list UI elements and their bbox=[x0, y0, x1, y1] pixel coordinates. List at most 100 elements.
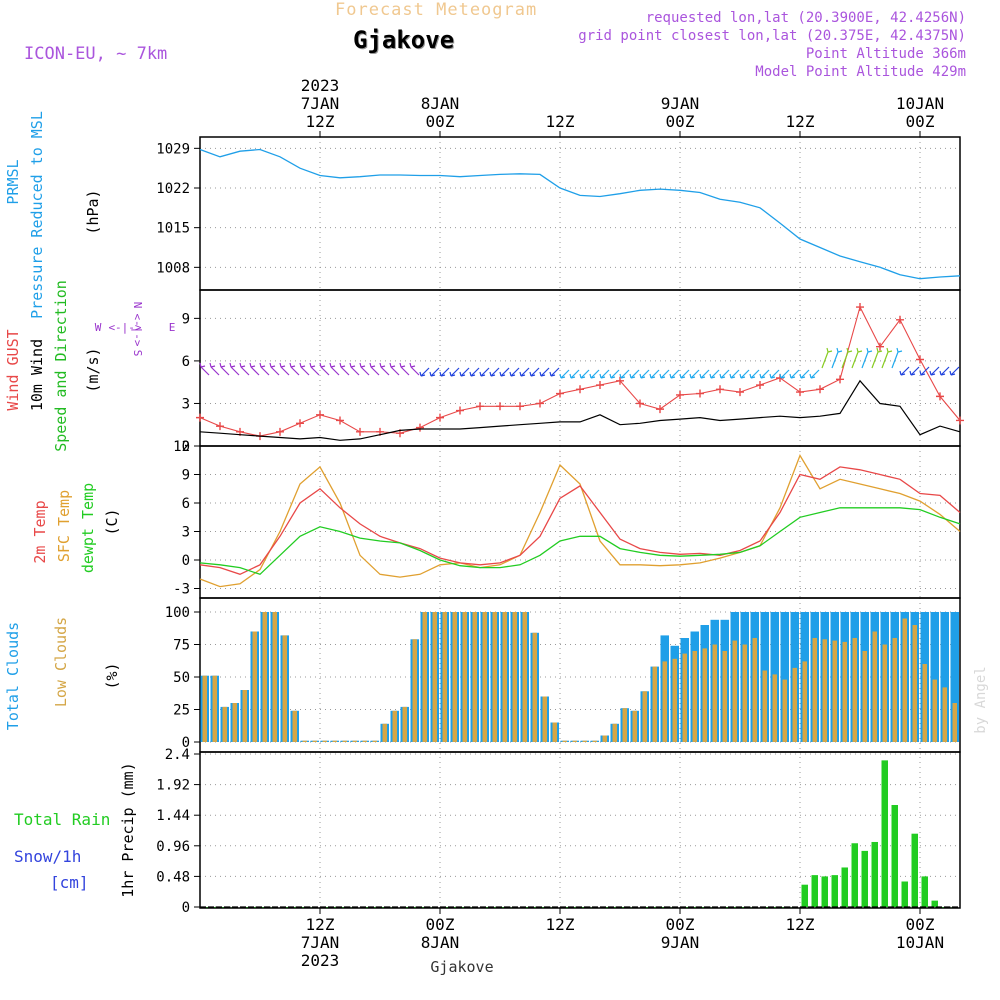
wind-direction-arrow bbox=[279, 362, 290, 376]
top-day-label: 10JAN bbox=[896, 94, 944, 113]
low-cloud-bar bbox=[462, 612, 467, 742]
pressure-line bbox=[199, 148, 961, 280]
wind-direction-arrow bbox=[529, 367, 540, 377]
precip-unit: 1hr Precip (mm) bbox=[119, 762, 137, 897]
wind-direction-arrow bbox=[789, 369, 800, 379]
gust-marker bbox=[756, 381, 764, 390]
gust-marker bbox=[456, 406, 464, 415]
location-title: Gjakove bbox=[353, 26, 455, 54]
low-cloud-bar bbox=[332, 740, 337, 742]
low-cloud-bar bbox=[242, 690, 247, 742]
point-altitude: Point Altitude 366m bbox=[805, 46, 966, 62]
compass-west: W bbox=[95, 321, 102, 334]
temp-tick-label: 0 bbox=[182, 553, 190, 569]
gust-marker bbox=[436, 413, 444, 422]
clouds-tick-label: 100 bbox=[165, 605, 190, 621]
bottom-hour-label: 00Z bbox=[906, 915, 935, 934]
wind-direction-arrow bbox=[559, 369, 570, 379]
gust-marker bbox=[636, 399, 644, 408]
rain-bar bbox=[911, 833, 918, 907]
wind-direction-arrow bbox=[299, 362, 310, 376]
low-cloud-bar bbox=[502, 612, 507, 742]
low-cloud-bar bbox=[782, 679, 787, 742]
wind-direction-arrow bbox=[349, 362, 360, 376]
low-cloud-bar bbox=[452, 612, 457, 742]
top-day-label: 7JAN bbox=[301, 94, 340, 113]
low-cloud-bar bbox=[892, 638, 897, 742]
wind-direction-arrow bbox=[479, 367, 490, 377]
top-hour-label: 00Z bbox=[666, 112, 695, 131]
chart-title: Forecast Meteogram bbox=[335, 0, 538, 20]
wind-tick-label: 9 bbox=[182, 311, 190, 327]
wind-direction-arrow bbox=[459, 367, 470, 377]
wind-direction-arrow bbox=[861, 347, 873, 369]
rain-bar bbox=[871, 841, 878, 907]
wind-label: 10m Wind bbox=[28, 339, 46, 411]
wind-direction-arrow bbox=[689, 369, 700, 379]
pressure-tick-label: 1008 bbox=[156, 260, 190, 276]
wind-direction-arrow bbox=[679, 369, 690, 379]
temp2m-line bbox=[199, 466, 961, 575]
wind-direction-arrow bbox=[269, 362, 280, 376]
wind-direction-arrow bbox=[579, 369, 590, 379]
gust-marker bbox=[836, 375, 844, 384]
model-label: ICON-EU, ~ 7km bbox=[24, 44, 168, 64]
wind-direction-arrow bbox=[871, 347, 883, 369]
wind-direction-arrow bbox=[239, 362, 250, 376]
low-cloud-bar bbox=[632, 710, 637, 742]
wind-direction-arrow bbox=[539, 367, 550, 377]
top-hour-label: 00Z bbox=[906, 112, 935, 131]
low-cloud-bar bbox=[562, 740, 567, 742]
low-cloud-bar bbox=[882, 644, 887, 742]
low-cloud-bar bbox=[442, 612, 447, 742]
wind-direction-arrow bbox=[339, 362, 350, 376]
gust-marker bbox=[616, 376, 624, 385]
wind-direction-arrow bbox=[649, 369, 660, 379]
total-cloud-bar bbox=[940, 612, 949, 742]
rain-bar bbox=[931, 900, 938, 907]
total-cloud-bar bbox=[950, 612, 959, 742]
wind-direction-arrow bbox=[609, 369, 620, 379]
bottom-hour-label: 12Z bbox=[786, 915, 815, 934]
wind-direction-arrow bbox=[769, 369, 780, 379]
grid-point-coords: grid point closest lon,lat (20.375E, 42.… bbox=[578, 28, 966, 44]
rain-bar bbox=[611, 907, 618, 908]
bottom-day-label: 10JAN bbox=[896, 933, 944, 952]
wind-direction-arrow bbox=[929, 366, 940, 376]
rain-bar bbox=[371, 907, 378, 908]
wind-direction-arrow bbox=[909, 366, 920, 376]
rain-label: Total Rain bbox=[14, 810, 110, 829]
low-cloud-bar bbox=[792, 667, 797, 742]
sfc-temp-label: SFC Temp bbox=[55, 490, 73, 562]
precip-tick-label: 1.92 bbox=[156, 778, 190, 794]
wind-line bbox=[199, 379, 961, 441]
wind-direction-arrow bbox=[739, 369, 750, 379]
gust-marker bbox=[356, 427, 364, 436]
gust-marker bbox=[916, 355, 924, 364]
temp-tick-label: 3 bbox=[182, 525, 190, 541]
pressure-label: PRMSL bbox=[4, 159, 22, 204]
wind-direction-arrow bbox=[329, 362, 340, 376]
wind-direction-arrow bbox=[759, 369, 770, 379]
top-day-label: 8JAN bbox=[421, 94, 460, 113]
low-cloud-bar bbox=[422, 612, 427, 742]
low-cloud-bar bbox=[712, 644, 717, 742]
wind-direction-arrow bbox=[709, 369, 720, 379]
low-cloud-bar bbox=[582, 740, 587, 742]
precip-tick-label: 1.44 bbox=[156, 808, 190, 824]
bottom-hour-label: 12Z bbox=[306, 915, 335, 934]
low-cloud-bar bbox=[412, 639, 417, 742]
pressure-tick-label: 1015 bbox=[156, 221, 190, 237]
gust-marker bbox=[816, 385, 824, 394]
low-cloud-bar bbox=[822, 639, 827, 742]
gust-marker bbox=[416, 423, 424, 432]
wind-direction-arrow bbox=[589, 369, 600, 379]
low-cloud-bar bbox=[312, 740, 317, 742]
pressure-unit: (hPa) bbox=[84, 189, 102, 234]
low-cloud-bar bbox=[342, 740, 347, 742]
wind-direction-arrow bbox=[831, 347, 843, 369]
low-cloud-bar bbox=[392, 710, 397, 742]
rain-bar bbox=[571, 907, 578, 908]
rain-bar bbox=[411, 907, 418, 908]
